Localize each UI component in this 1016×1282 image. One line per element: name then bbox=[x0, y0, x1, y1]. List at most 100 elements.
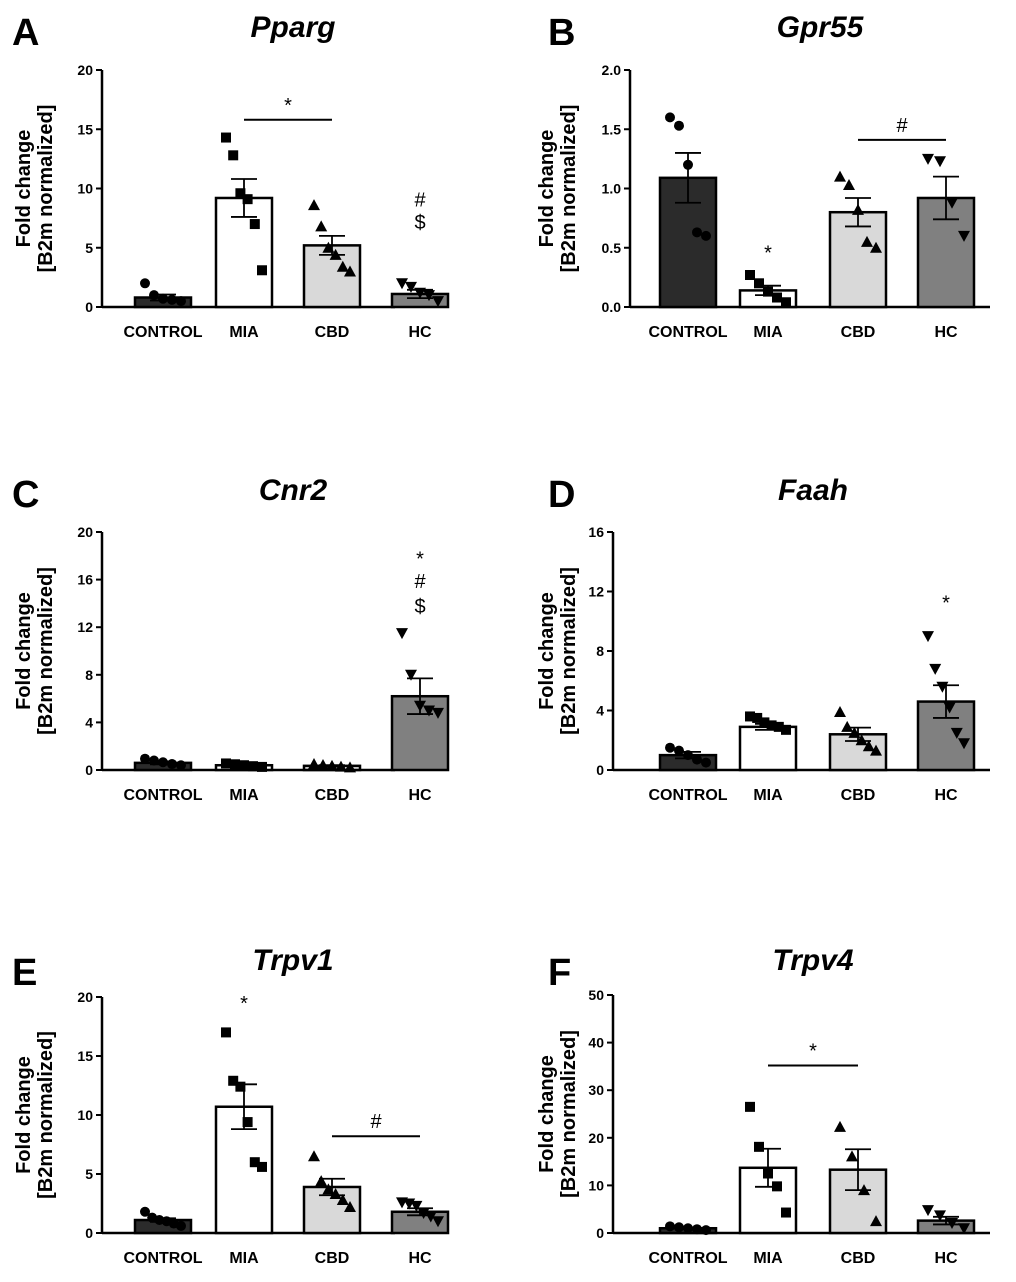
data-point-control bbox=[692, 1224, 702, 1235]
y-tick-label: 12 bbox=[588, 584, 604, 600]
data-point-cbd bbox=[317, 759, 329, 771]
data-point-control bbox=[149, 755, 159, 766]
data-point-mia bbox=[228, 1075, 239, 1086]
y-axis-label-line1: Fold change bbox=[13, 130, 35, 248]
y-tick-label: 20 bbox=[77, 62, 93, 78]
data-point-mia bbox=[221, 758, 231, 769]
data-point-control bbox=[176, 760, 186, 771]
data-point-mia bbox=[754, 1141, 764, 1152]
data-point-hc bbox=[936, 681, 949, 693]
y-tick-label: 15 bbox=[77, 1048, 93, 1064]
data-point-hc bbox=[410, 1200, 423, 1212]
data-point-control bbox=[158, 757, 168, 768]
data-point-mia bbox=[781, 297, 791, 308]
y-tick-label: 15 bbox=[77, 121, 93, 137]
data-point-mia bbox=[772, 292, 782, 303]
data-point-cbd bbox=[344, 1201, 356, 1213]
data-point-cbd bbox=[308, 758, 320, 770]
y-tick-label: 10 bbox=[588, 1177, 604, 1193]
data-point-mia bbox=[248, 761, 258, 772]
data-point-control bbox=[140, 278, 150, 289]
category-label: HC bbox=[934, 324, 958, 341]
significance-label: * bbox=[764, 243, 772, 265]
data-point-cbd bbox=[329, 1188, 342, 1200]
data-point-hc bbox=[934, 156, 946, 168]
data-point-mia bbox=[745, 270, 755, 281]
y-axis-label-line2: [B2m normalized] bbox=[558, 567, 580, 735]
data-point-mia bbox=[249, 219, 260, 230]
significance-label: * bbox=[284, 95, 292, 117]
data-point-cbd bbox=[315, 1175, 328, 1187]
significance-label: # bbox=[370, 1111, 382, 1133]
significance-label: # bbox=[896, 115, 908, 137]
data-point-hc bbox=[417, 1207, 430, 1219]
data-point-cbd bbox=[846, 1150, 858, 1162]
category-label: HC bbox=[408, 1250, 432, 1267]
panel-a: A Pparg Fold change [B2m normalized] 0 5 10 15 2… bbox=[12, 11, 450, 341]
data-point-hc bbox=[950, 727, 963, 739]
data-point-hc bbox=[943, 702, 956, 714]
data-point-control bbox=[683, 159, 693, 170]
y-tick-label: 0.0 bbox=[602, 299, 622, 315]
data-point-control bbox=[701, 757, 711, 768]
data-point-mia bbox=[745, 711, 755, 722]
data-point-hc bbox=[424, 1211, 437, 1223]
y-tick-label: 10 bbox=[77, 181, 93, 197]
category-label: CBD bbox=[315, 324, 350, 341]
y-axis-label-line1: Fold change bbox=[536, 592, 558, 710]
data-point-hc bbox=[958, 1223, 970, 1235]
data-point-mia bbox=[257, 1161, 267, 1172]
data-point-control bbox=[674, 745, 684, 756]
y-tick-label: 5 bbox=[85, 1166, 93, 1182]
y-tick-label: 10 bbox=[77, 1107, 93, 1123]
bar-mia bbox=[738, 725, 798, 772]
data-point-mia bbox=[754, 278, 764, 289]
data-point-hc bbox=[432, 707, 444, 719]
data-point-control bbox=[167, 759, 177, 770]
bar-cbd bbox=[828, 210, 888, 309]
data-point-hc bbox=[958, 738, 970, 750]
y-tick-label: 20 bbox=[588, 1130, 604, 1146]
panel-letter: D bbox=[548, 474, 575, 516]
chart-title: Trpv4 bbox=[772, 944, 853, 977]
data-point-cbd bbox=[848, 726, 861, 738]
y-tick-label: 20 bbox=[77, 524, 93, 540]
data-point-hc bbox=[922, 153, 934, 165]
data-point-hc bbox=[432, 1216, 444, 1228]
category-label: CONTROL bbox=[648, 324, 727, 341]
data-point-cbd bbox=[329, 248, 342, 260]
y-axis-label-line1: Fold change bbox=[536, 1055, 558, 1173]
data-point-mia bbox=[228, 150, 239, 161]
panel-e: E Trpv1 Fold change [B2m normalized] 0 5 10 15 2… bbox=[12, 944, 450, 1267]
data-point-cbd bbox=[834, 705, 846, 717]
data-point-mia bbox=[766, 720, 777, 731]
data-point-hc bbox=[405, 281, 417, 293]
data-point-cbd bbox=[870, 241, 882, 253]
category-label: MIA bbox=[229, 787, 259, 804]
data-point-cbd bbox=[858, 1184, 870, 1196]
panel-letter: F bbox=[548, 952, 571, 994]
data-point-hc bbox=[414, 287, 426, 299]
data-point-hc bbox=[396, 278, 408, 290]
data-point-mia bbox=[242, 1117, 253, 1128]
y-axis-label-line2: [B2m normalized] bbox=[35, 1031, 57, 1199]
category-label: MIA bbox=[229, 324, 259, 341]
y-tick-label: 4 bbox=[85, 714, 93, 730]
data-point-control bbox=[140, 753, 150, 764]
y-tick-label: 16 bbox=[588, 524, 604, 540]
data-point-mia bbox=[773, 721, 784, 732]
panel-f: F Trpv4 Fold change [B2m normalized] 0 10 20 30… bbox=[536, 944, 990, 1267]
category-label: CONTROL bbox=[648, 1250, 727, 1267]
data-point-mia bbox=[781, 1207, 791, 1218]
category-label: HC bbox=[408, 787, 432, 804]
data-point-mia bbox=[781, 724, 791, 735]
y-tick-label: 1.0 bbox=[602, 181, 622, 197]
y-tick-label: 0 bbox=[85, 1225, 93, 1241]
y-axis-label-line2: [B2m normalized] bbox=[558, 1030, 580, 1198]
y-axis-label-line1: Fold change bbox=[13, 1056, 35, 1174]
data-point-cbd bbox=[315, 220, 328, 232]
data-point-control bbox=[167, 294, 177, 305]
data-point-mia bbox=[249, 1157, 260, 1168]
chart-title: Pparg bbox=[250, 11, 335, 44]
data-point-mia bbox=[235, 1081, 246, 1092]
